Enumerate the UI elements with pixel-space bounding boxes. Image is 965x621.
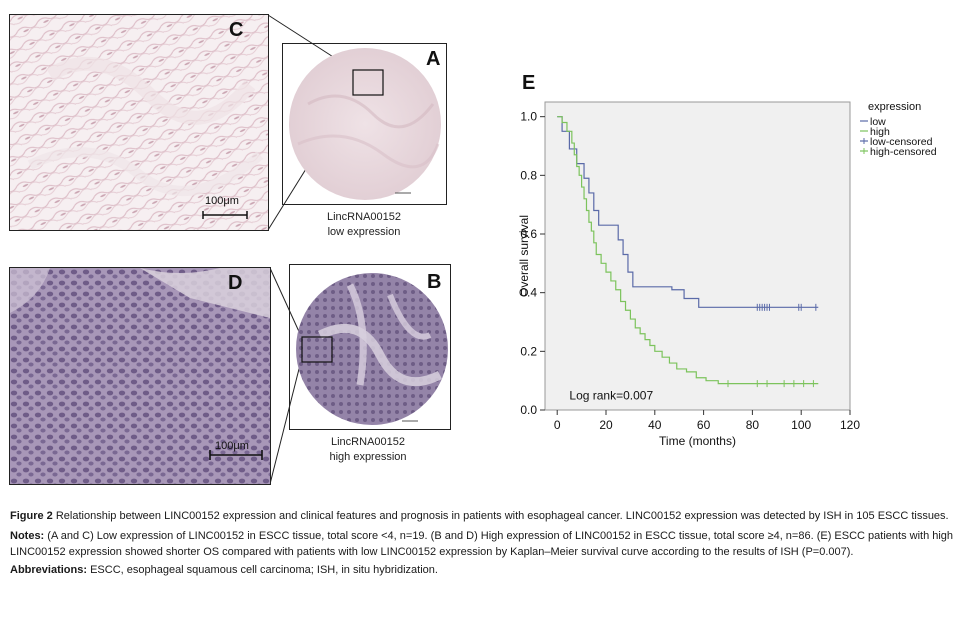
survival-curve-high	[557, 116, 819, 385]
legend-entry: high	[870, 126, 890, 138]
survival-curve-low	[557, 116, 819, 308]
panel-label-c: C	[229, 19, 244, 41]
panel-a-core-image	[289, 48, 441, 200]
x-tick-label: 0	[554, 418, 561, 432]
scale-bar-label-d: 100μm	[215, 440, 249, 452]
y-tick-label: 1.0	[520, 110, 537, 124]
y-axis-label: Overall survival	[517, 215, 531, 297]
panel-a-tma-core: A	[282, 43, 447, 205]
panel-b-caption: LincRNA00152 high expression	[293, 435, 443, 465]
panel-label-b: B	[427, 271, 442, 293]
y-tick-label: 0.8	[520, 168, 537, 182]
panel-d-tissue-image	[10, 268, 270, 484]
legend-entry: high-censored	[870, 146, 937, 158]
panel-b-caption-line1: LincRNA00152	[331, 436, 405, 448]
figure-label: Figure 2	[10, 510, 53, 522]
figure-caption-text: Relationship between LINC00152 expressio…	[52, 510, 949, 522]
log-rank-annotation: Log rank=0.007	[569, 389, 653, 403]
x-tick-label: 120	[840, 418, 860, 432]
panel-b-tma-core: B	[289, 264, 451, 430]
scale-bar-label-c: 100μm	[205, 195, 239, 207]
panel-label-d: D	[228, 272, 243, 294]
legend: expression lowhighlow-censoredhigh-censor…	[860, 101, 937, 158]
x-tick-label: 40	[648, 418, 662, 432]
x-tick-label: 60	[697, 418, 711, 432]
abbreviations-text: ESCC, esophageal squamous cell carcinoma…	[87, 564, 438, 576]
panel-label-a: A	[426, 48, 441, 70]
panel-d-micrograph: D 100μm	[9, 267, 271, 485]
figure-notes: Notes: (A and C) Low expression of LINC0…	[10, 528, 955, 560]
figure-abbreviations: Abbreviations: ESCC, esophageal squamous…	[10, 562, 955, 578]
panel-b-caption-line2: high expression	[329, 451, 407, 463]
panel-a-caption: LincRNA00152 low expression	[289, 210, 439, 240]
kaplan-meier-chart: 0.0 0.2 0.4 0.6 0.8 1.0 0 20 40 60 80 100 120 Log ra…	[517, 101, 937, 448]
y-tick-label: 0.2	[520, 344, 537, 358]
y-tick-label: 0.0	[520, 403, 537, 417]
panel-c-micrograph: C 100μm	[9, 14, 269, 231]
notes-text: (A and C) Low expression of LINC00152 in…	[10, 530, 954, 558]
plot-area	[544, 101, 851, 411]
y-tick-label: 0.6	[520, 227, 537, 241]
x-tick-label: 80	[746, 418, 760, 432]
panel-a-caption-line2: low expression	[327, 226, 401, 238]
legend-entry: low-censored	[870, 136, 933, 148]
x-axis-label: Time (months)	[659, 434, 736, 448]
legend-title: expression	[868, 101, 921, 113]
panel-a-caption-line1: LincRNA00152	[327, 211, 401, 223]
x-tick-label: 100	[791, 418, 811, 432]
y-tick-label: 0.4	[520, 286, 537, 300]
panel-b-core-image	[296, 273, 448, 425]
figure-caption-main: Figure 2 Relationship between LINC00152 …	[10, 508, 955, 524]
panel-label-e: E	[522, 72, 536, 94]
legend-entry: low	[870, 116, 886, 128]
abbreviations-label: Abbreviations:	[10, 564, 88, 576]
figure-caption: Figure 2 Relationship between LINC00152 …	[10, 508, 955, 578]
x-tick-label: 20	[599, 418, 613, 432]
notes-label: Notes:	[10, 530, 45, 542]
panel-c-tissue-image	[10, 15, 268, 230]
